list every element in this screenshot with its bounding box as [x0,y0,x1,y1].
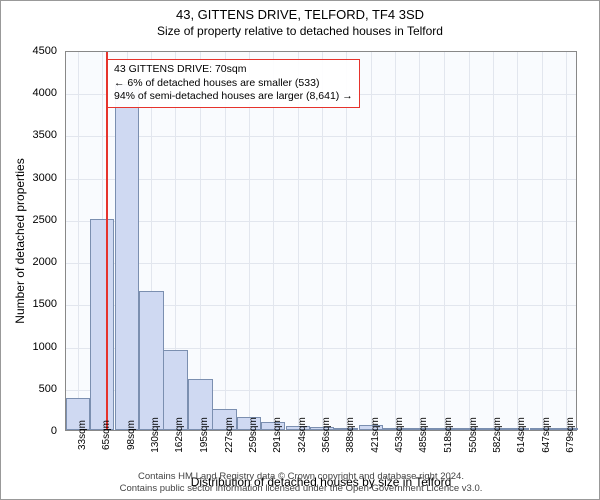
plot-area [65,51,577,431]
chart-area: Number of detached properties Distributi… [65,51,577,431]
x-tick-label: 98sqm [126,420,137,450]
grid-line-h [66,221,576,222]
y-tick-label: 2000 [17,256,57,268]
x-tick-label: 33sqm [77,420,88,450]
x-tick-label: 485sqm [418,417,429,453]
y-tick-label: 3500 [17,129,57,141]
grid-line-v [225,52,226,430]
x-tick-label: 291sqm [272,417,283,453]
x-tick-label: 356sqm [321,417,332,453]
grid-line-v [444,52,445,430]
footer-line: Contains HM Land Registry data © Crown c… [1,471,600,483]
annotation-line: 94% of semi-detached houses are larger (… [114,90,353,104]
x-tick-label: 550sqm [468,417,479,453]
grid-line-v [78,52,79,430]
x-tick-label: 162sqm [174,417,185,453]
annotation-line: ← 6% of detached houses are smaller (533… [114,77,353,91]
x-tick-label: 453sqm [394,417,405,453]
property-marker-line [106,52,108,430]
grid-line-v [469,52,470,430]
y-tick-label: 1000 [17,341,57,353]
x-tick-label: 195sqm [199,417,210,453]
grid-line-v [200,52,201,430]
grid-line-v [566,52,567,430]
y-tick-label: 0 [17,425,57,437]
grid-line-v [395,52,396,430]
footer-copyright: Contains HM Land Registry data © Crown c… [1,471,600,495]
grid-line-v [298,52,299,430]
grid-line-v [322,52,323,430]
x-tick-label: 518sqm [443,417,454,453]
grid-line-v [273,52,274,430]
y-tick-label: 1500 [17,298,57,310]
page-title: 43, GITTENS DRIVE, TELFORD, TF4 3SD [1,1,599,22]
grid-line-v [249,52,250,430]
grid-line-v [493,52,494,430]
x-tick-label: 679sqm [565,417,576,453]
x-tick-label: 130sqm [150,417,161,453]
page-subtitle: Size of property relative to detached ho… [1,22,599,42]
y-tick-label: 4000 [17,87,57,99]
grid-line-v [517,52,518,430]
histogram-bar [139,291,163,430]
annotation-line: 43 GITTENS DRIVE: 70sqm [114,63,353,77]
x-tick-label: 65sqm [101,420,112,450]
histogram-bar [115,84,139,430]
footer-line: Contains public sector information licen… [1,483,600,495]
grid-line-v [542,52,543,430]
annotation-box: 43 GITTENS DRIVE: 70sqm ← 6% of detached… [107,59,360,108]
y-tick-label: 4500 [17,45,57,57]
grid-line-v [346,52,347,430]
grid-line-v [371,52,372,430]
x-tick-label: 614sqm [516,417,527,453]
x-tick-label: 259sqm [248,417,259,453]
grid-line-h [66,136,576,137]
x-tick-label: 227sqm [224,417,235,453]
chart-container: 43, GITTENS DRIVE, TELFORD, TF4 3SD Size… [0,0,600,500]
y-tick-label: 3000 [17,172,57,184]
x-tick-label: 388sqm [345,417,356,453]
x-tick-label: 647sqm [541,417,552,453]
histogram-bar [90,219,114,430]
y-tick-label: 500 [17,383,57,395]
x-tick-label: 421sqm [370,417,381,453]
y-tick-label: 2500 [17,214,57,226]
x-tick-label: 324sqm [297,417,308,453]
grid-line-h [66,179,576,180]
grid-line-v [419,52,420,430]
x-tick-label: 582sqm [492,417,503,453]
grid-line-h [66,263,576,264]
